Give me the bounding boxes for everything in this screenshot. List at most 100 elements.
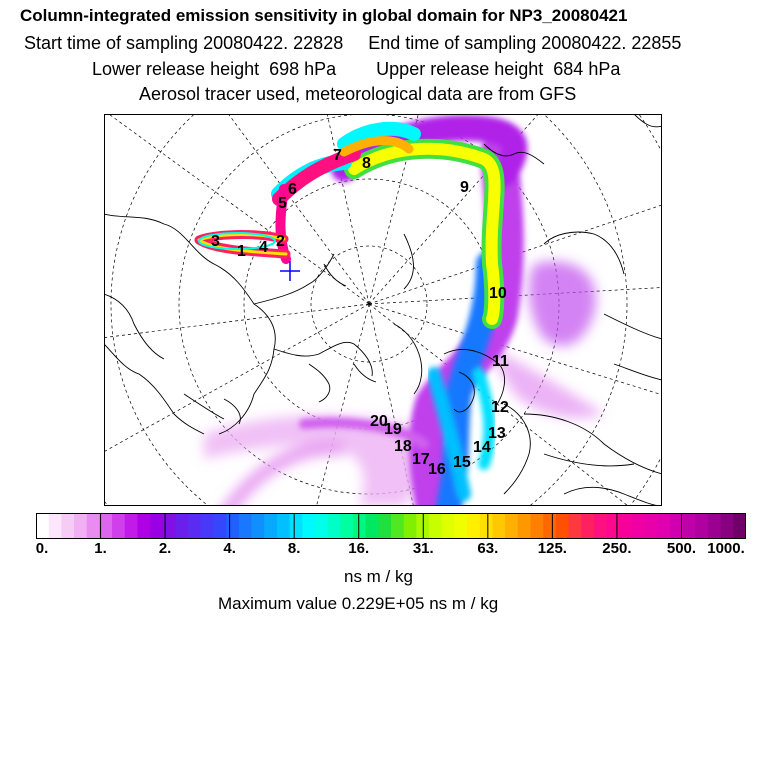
colorbar-swatch: [530, 513, 544, 539]
colorbar-swatch: [657, 513, 671, 539]
colorbar-swatch: [619, 513, 633, 539]
map-label-3: 3: [211, 233, 220, 250]
plume-loop-outline: [198, 232, 276, 250]
colorbar-swatch: [188, 513, 202, 539]
emission-sensitivity-map: 1 2 3 4 5 6 7 8 9 10 11 12 13 14 15 16 1…: [104, 114, 662, 506]
colorbar-tick: 4.: [223, 540, 236, 557]
colorbar-swatch: [695, 513, 709, 539]
colorbar-unit: ns m / kg: [344, 567, 413, 586]
map-label-4: 4: [259, 239, 268, 256]
release-height-line: Lower release height 698 hPa Upper relea…: [92, 59, 621, 79]
colorbar-swatch: [682, 513, 696, 539]
map-label-20: 20: [370, 413, 388, 430]
colorbar-swatch: [86, 513, 100, 539]
map-label-16: 16: [428, 461, 446, 478]
colorbar-swatch: [644, 513, 658, 539]
colorbar-swatch: [238, 513, 253, 539]
colorbar-tick: 2.: [158, 540, 172, 557]
sampling-time-line: Start time of sampling 20080422. 22828 E…: [24, 33, 682, 53]
colorbar-swatch: [226, 513, 240, 539]
map-label-13: 13: [488, 425, 506, 442]
colorbar-swatch: [707, 513, 722, 539]
colorbar-swatch: [340, 513, 354, 539]
colorbar-swatch: [61, 513, 75, 539]
map-label-8: 8: [362, 155, 371, 172]
colorbar-swatch: [327, 513, 341, 539]
colorbar-swatch: [264, 513, 278, 539]
map-label-9: 9: [460, 179, 469, 196]
colorbar-swatch: [276, 513, 291, 539]
map-label-6: 6: [288, 181, 297, 198]
colorbar-swatch: [720, 513, 734, 539]
colorbar-swatch: [606, 513, 620, 539]
map-label-10: 10: [489, 285, 507, 302]
colorbar-tick: 0.: [35, 540, 49, 557]
colorbar-swatch: [391, 513, 405, 539]
map-label-14: 14: [473, 439, 491, 456]
colorbar-swatch: [352, 513, 367, 539]
colorbar-frame: [36, 513, 746, 539]
colorbar-tick: 63.: [477, 540, 499, 557]
colorbar-swatch: [467, 513, 481, 539]
colorbar-swatch: [492, 513, 506, 539]
coastlines: [104, 114, 662, 506]
colorbar-swatch: [505, 513, 519, 539]
map-frame: [104, 114, 662, 506]
map-label-18: 18: [394, 438, 412, 455]
map-label-5: 5: [278, 195, 287, 212]
colorbar-swatch: [36, 513, 50, 539]
colorbar-swatch: [441, 513, 455, 539]
colorbar-swatch: [124, 513, 138, 539]
colorbar-tick: 1.: [94, 540, 107, 557]
plot-title: Column-integrated emission sensitivity i…: [20, 6, 628, 25]
colorbar-swatch: [429, 513, 443, 539]
plume-diffuse: [204, 261, 604, 506]
colorbar-dividers: [100, 513, 682, 539]
colorbar-swatch: [581, 513, 595, 539]
colorbar-swatch: [733, 513, 746, 539]
colorbar-swatch: [593, 513, 608, 539]
map-label-19: 19: [384, 421, 402, 438]
colorbar-swatch: [251, 513, 265, 539]
colorbar-tick: 1000.: [707, 540, 745, 557]
colorbar-tick: 31.: [412, 540, 434, 557]
colorbar-swatch: [99, 513, 113, 539]
colorbar-swatch: [631, 513, 646, 539]
colorbar-swatch: [200, 513, 214, 539]
colorbar-swatch: [213, 513, 227, 539]
colorbar-swatch: [378, 513, 392, 539]
colorbar: [36, 513, 746, 539]
release-point-marker: [280, 261, 300, 281]
colorbar-tick: 125.: [537, 540, 567, 557]
colorbar-swatch: [150, 513, 164, 539]
map-label-7: 7: [333, 147, 342, 164]
colorbar-swatch: [137, 513, 151, 539]
colorbar-swatch: [454, 513, 468, 539]
colorbar-swatch: [555, 513, 569, 539]
map-label-1: 1: [237, 243, 246, 260]
map-label-17: 17: [412, 451, 430, 468]
colorbar-swatch: [669, 513, 684, 539]
colorbar-swatch: [74, 513, 88, 539]
map-label-2: 2: [276, 233, 285, 250]
map-label-11: 11: [492, 353, 509, 370]
colorbar-swatch: [175, 513, 189, 539]
map-labels: 1 2 3 4 5 6 7 8 9 10 11 12 13 14 15 16 1…: [211, 147, 509, 478]
colorbar-swatch: [302, 513, 316, 539]
colorbar-tick: 16.: [348, 540, 370, 557]
map-label-15: 15: [453, 454, 471, 471]
tracer-info-line: Aerosol tracer used, meteorological data…: [139, 84, 577, 104]
maximum-value-text: Maximum value 0.229E+05 ns m / kg: [218, 594, 499, 613]
colorbar-swatch: [517, 513, 531, 539]
colorbar-swatch: [48, 513, 62, 539]
colorbar-swatch: [162, 513, 176, 539]
colorbar-tick: 8.: [287, 540, 301, 557]
colorbar-tick: 250.: [602, 540, 632, 557]
colorbar-swatch: [314, 513, 329, 539]
colorbar-swatch: [112, 513, 126, 539]
colorbar-swatch: [568, 513, 582, 539]
colorbar-swatch: [479, 513, 493, 539]
colorbar-swatch: [403, 513, 417, 539]
colorbar-swatch: [365, 513, 379, 539]
colorbar-swatches: [36, 513, 746, 539]
